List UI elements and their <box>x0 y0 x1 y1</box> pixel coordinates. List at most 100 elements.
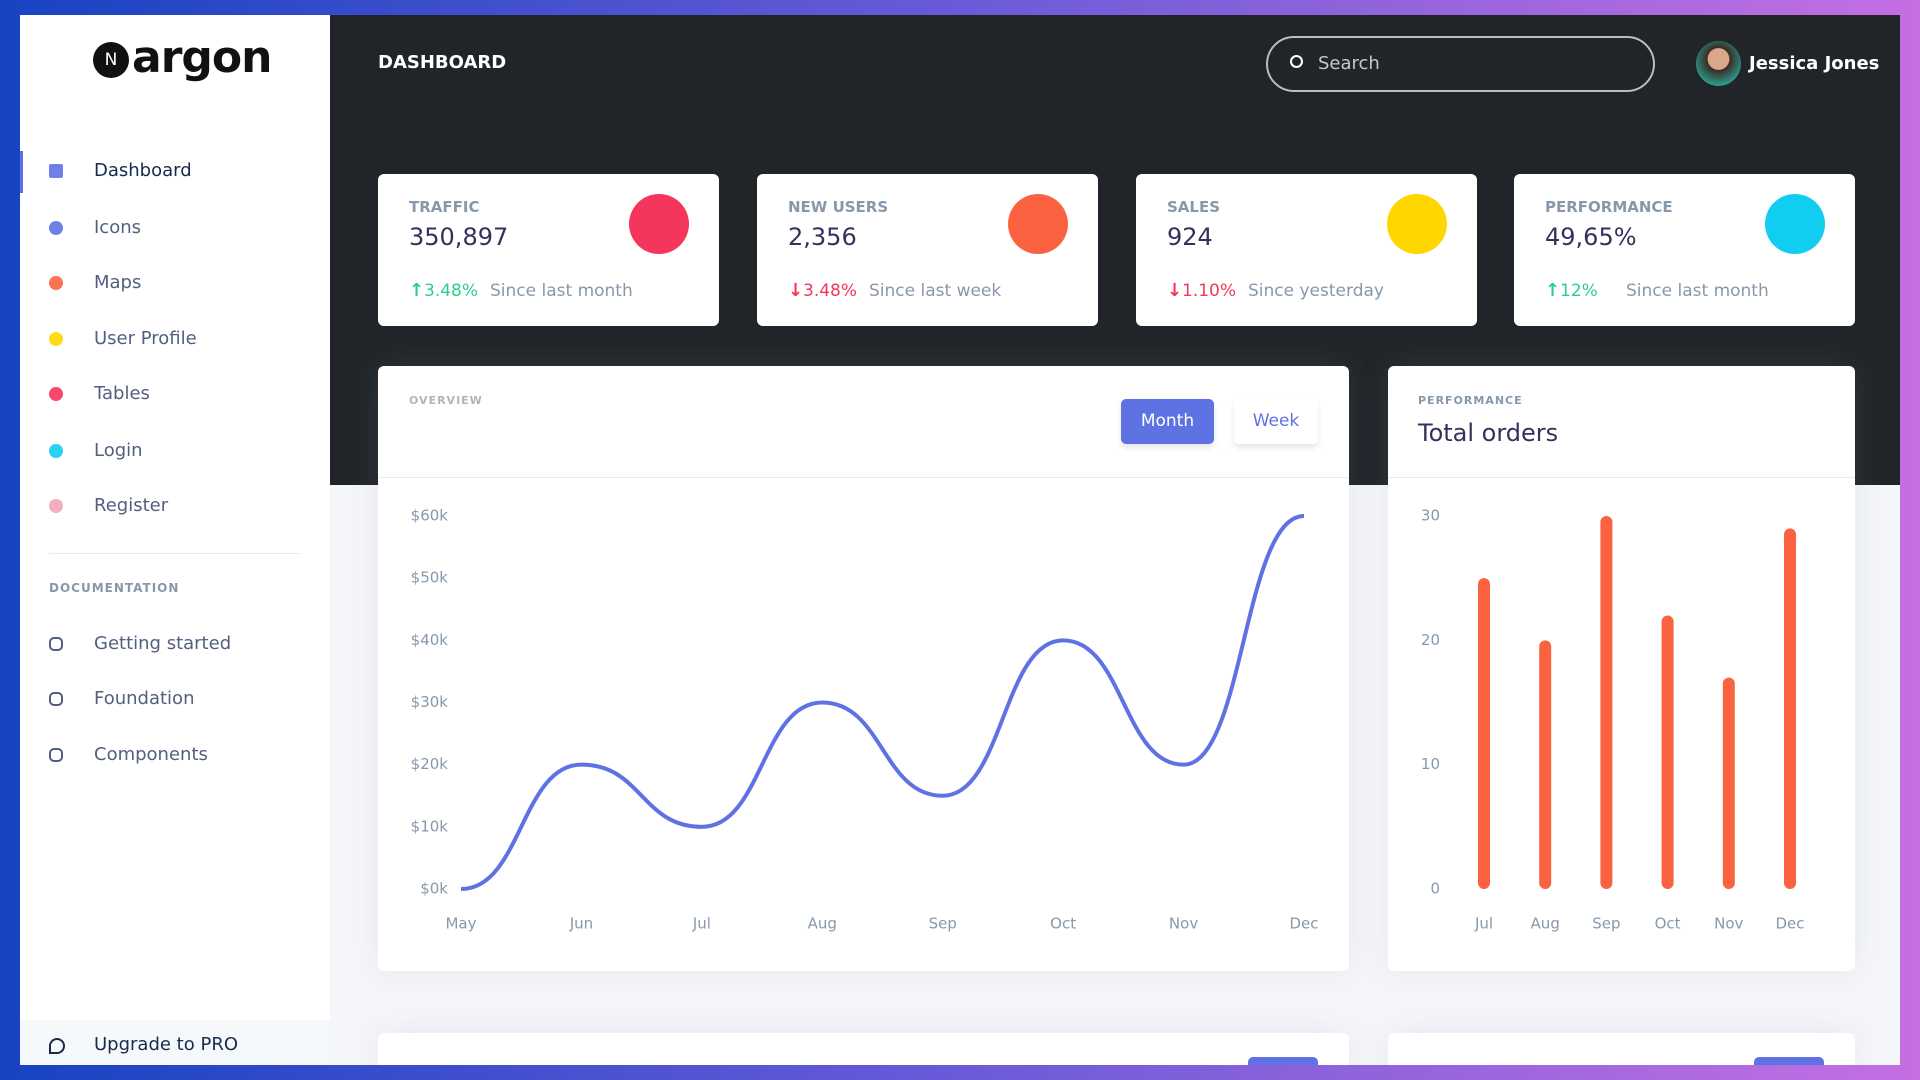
month-button[interactable]: Month <box>1121 399 1214 444</box>
stat-since: Since yesterday <box>1248 281 1384 301</box>
y-tick-label: $10k <box>411 817 449 835</box>
rocket-icon <box>49 1038 65 1054</box>
nav-item[interactable]: Dashboard <box>94 160 192 181</box>
stat-value: 2,356 <box>788 223 857 251</box>
stat-change: 3.48% <box>803 281 858 301</box>
stat-since: Since last week <box>869 281 1002 301</box>
sidebar <box>20 15 330 1065</box>
bar <box>1539 640 1552 889</box>
frame-bottom <box>0 1065 1920 1080</box>
stat-icon <box>629 194 689 254</box>
stat-change: 12% <box>1560 281 1598 301</box>
line <box>460 514 1305 891</box>
stat-since: Since last month <box>1626 281 1769 301</box>
x-tick-label: Jun <box>569 915 593 933</box>
nav-icon <box>49 387 63 401</box>
divider <box>378 477 1349 478</box>
upgrade-link[interactable]: Upgrade to PRO <box>94 1034 238 1055</box>
nav-icon <box>49 276 63 290</box>
nav-icon <box>49 748 63 762</box>
nav-icon <box>49 444 63 458</box>
stat-icon <box>1008 194 1068 254</box>
bar <box>1722 677 1735 889</box>
stat-title: TRAFFIC <box>409 198 480 216</box>
x-tick-label: Dec <box>1775 915 1804 933</box>
overview-subtitle: OVERVIEW <box>409 394 483 407</box>
nav-item[interactable]: User Profile <box>94 328 197 349</box>
nav-item[interactable]: Getting started <box>94 633 232 654</box>
nav-item[interactable]: Tables <box>94 383 150 404</box>
y-tick-label: $0k <box>420 880 448 898</box>
nav-icon <box>49 332 63 346</box>
upgrade-bar[interactable] <box>20 1020 330 1065</box>
y-tick-label: 10 <box>1421 755 1440 773</box>
section-title: DOCUMENTATION <box>49 581 180 595</box>
overview-card <box>378 366 1349 971</box>
nav-item[interactable]: Maps <box>94 272 142 293</box>
logo-mark[interactable]: N <box>93 42 129 78</box>
x-tick-label: Oct <box>1050 915 1076 933</box>
nav-item[interactable]: Components <box>94 744 208 765</box>
x-tick-label: Sep <box>929 915 957 933</box>
stat-value: 350,897 <box>409 223 509 251</box>
x-tick-label: Oct <box>1655 915 1681 933</box>
nav-icon <box>49 164 63 178</box>
nav-item[interactable]: Register <box>94 495 169 516</box>
y-tick-label: $60k <box>411 507 449 525</box>
active-indicator <box>20 151 23 193</box>
stat-value: 49,65% <box>1545 223 1637 251</box>
user-name[interactable]: Jessica Jones <box>1749 53 1880 74</box>
nav-icon <box>49 221 63 235</box>
nav-item[interactable]: Icons <box>94 217 142 238</box>
x-tick-label: Sep <box>1592 915 1620 933</box>
orders-title: Total orders <box>1418 419 1559 447</box>
x-tick-label: Jul <box>692 915 711 933</box>
stat-icon <box>1387 194 1447 254</box>
stat-arrow: ↓ <box>1167 280 1183 301</box>
y-tick-label: $30k <box>411 693 449 711</box>
orders-subtitle: PERFORMANCE <box>1418 394 1523 407</box>
logo[interactable]: argon <box>132 32 272 83</box>
nav-item[interactable]: Foundation <box>94 688 195 709</box>
nav-icon <box>49 692 63 706</box>
y-tick-label: $20k <box>411 755 449 773</box>
stat-title: PERFORMANCE <box>1545 198 1673 216</box>
stat-change: 1.10% <box>1182 281 1237 301</box>
bar <box>1478 578 1490 889</box>
y-tick-label: 0 <box>1430 880 1440 898</box>
avatar[interactable] <box>1696 41 1741 86</box>
stat-arrow: ↑ <box>409 280 425 301</box>
y-tick-label: $50k <box>411 569 449 587</box>
x-tick-label: Dec <box>1289 915 1318 933</box>
x-tick-label: May <box>445 915 476 933</box>
nav-icon <box>49 499 63 513</box>
stat-value: 924 <box>1167 223 1213 251</box>
stat-title: SALES <box>1167 198 1221 216</box>
week-button[interactable]: Week <box>1234 399 1318 444</box>
stat-icon <box>1765 194 1825 254</box>
search-icon <box>1290 55 1303 68</box>
x-tick-label: Nov <box>1169 915 1198 933</box>
divider <box>49 553 301 554</box>
x-tick-label: Jul <box>1474 915 1493 933</box>
x-tick-label: Aug <box>808 915 837 933</box>
nav-item[interactable]: Login <box>94 440 143 461</box>
divider <box>1388 477 1855 478</box>
x-tick-label: Aug <box>1531 915 1560 933</box>
stat-change: 3.48% <box>424 281 479 301</box>
bar <box>1784 528 1796 889</box>
stat-title: NEW USERS <box>788 198 889 216</box>
stat-arrow: ↑ <box>1545 280 1561 301</box>
stat-since: Since last month <box>490 281 633 301</box>
page-title: DASHBOARD <box>378 52 507 73</box>
search-placeholder[interactable]: Search <box>1318 53 1380 74</box>
y-tick-label: $40k <box>411 631 449 649</box>
nav-icon <box>49 637 63 651</box>
y-tick-label: 20 <box>1421 631 1440 649</box>
search-box[interactable]: Search <box>1266 36 1655 92</box>
y-tick-label: 30 <box>1421 507 1440 525</box>
stat-arrow: ↓ <box>788 280 804 301</box>
x-tick-label: Nov <box>1714 915 1743 933</box>
